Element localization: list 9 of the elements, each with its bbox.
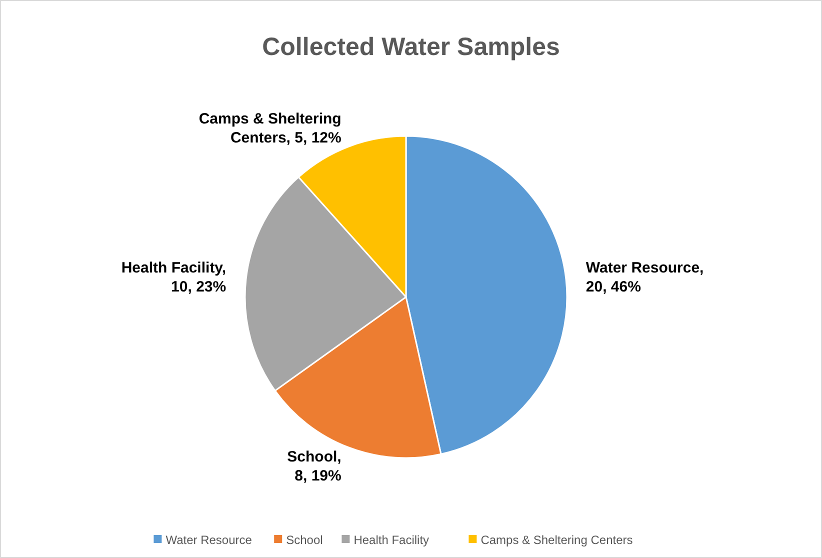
chart-title: Collected Water Samples bbox=[262, 33, 560, 61]
legend-label: Camps & Sheltering Centers bbox=[480, 533, 633, 547]
legend-label: School bbox=[286, 533, 323, 547]
data-label: School, 8, 19% bbox=[287, 448, 342, 485]
legend-label: Water Resource bbox=[166, 533, 252, 547]
data-label: Health Facility, 10, 23% bbox=[121, 260, 226, 296]
data-label: Water Resource, 20, 46% bbox=[586, 260, 704, 296]
data-label: Camps & Sheltering Centers, 5, 12% bbox=[198, 110, 342, 146]
legend-label: Health Facility bbox=[354, 533, 430, 547]
